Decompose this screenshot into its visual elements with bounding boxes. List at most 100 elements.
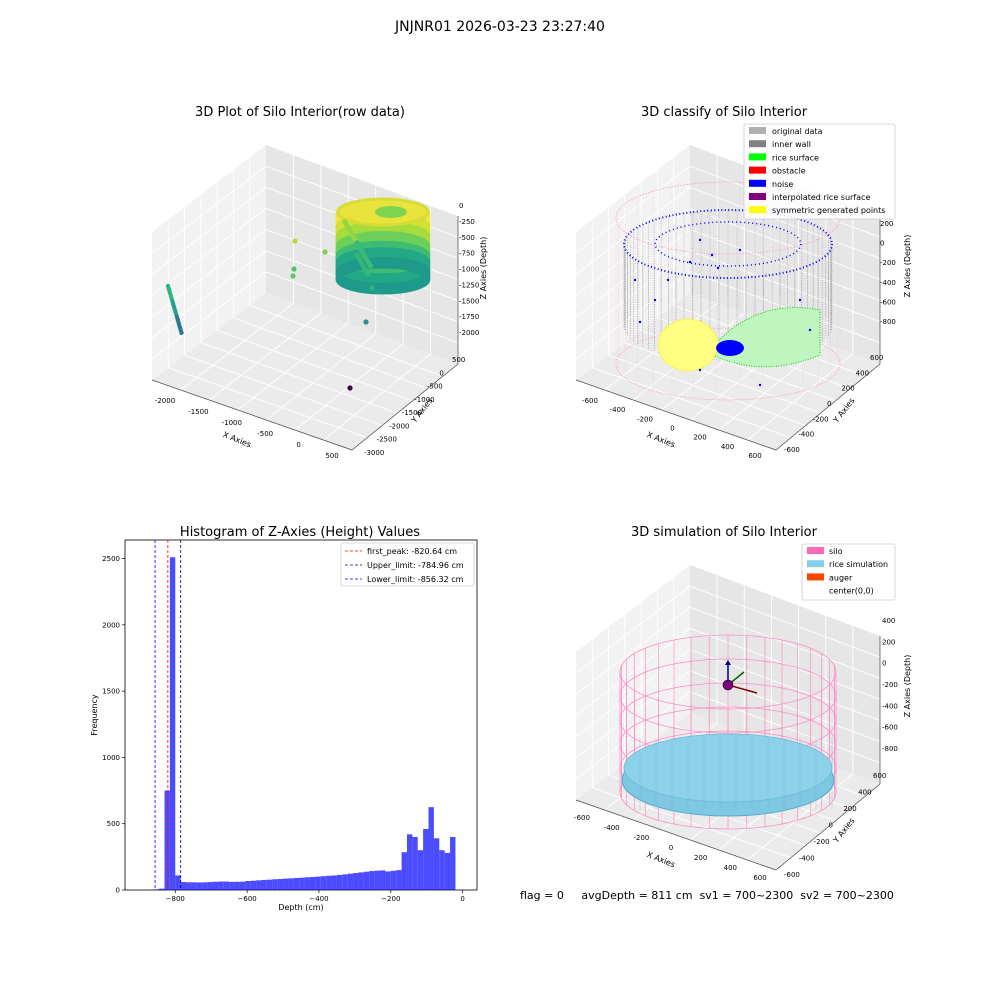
histogram-y-tick-label: 1000	[102, 754, 120, 762]
status-footer: flag = 0 avgDepth = 811 cm sv1 = 700~230…	[520, 889, 894, 902]
silo-wireframe-ring	[619, 658, 837, 734]
histogram-bar	[342, 874, 348, 890]
histogram-bar	[180, 882, 187, 890]
classify-z-ticks: 200 0 -200 -400 -600 -800	[880, 220, 896, 326]
raw-y-tick-label: -1000	[414, 396, 434, 404]
classify-z-tick-label: -800	[880, 318, 896, 326]
classify-z-tick-label: -400	[880, 279, 896, 287]
pane	[152, 293, 458, 450]
grid-line	[575, 250, 691, 339]
histogram-bar	[191, 882, 197, 890]
classify-x-tick-label: 400	[721, 443, 734, 451]
histogram-bar	[347, 873, 354, 890]
simulation-z-tick-label: 400	[882, 617, 895, 625]
classify-legend-label: obstacle	[772, 167, 806, 176]
grid-line	[689, 250, 881, 323]
classify-noise-point	[758, 383, 762, 387]
classify-x-tick-label: 200	[693, 434, 706, 442]
histogram-bar	[412, 836, 418, 890]
histogram-bar	[196, 882, 203, 890]
histogram-bar	[169, 557, 176, 890]
raw-3d-plot: 3D Plot of Silo Interior(row data) -2000…	[151, 105, 488, 460]
classify-y-tick-label: -600	[784, 446, 800, 454]
grid-line	[689, 186, 881, 259]
grid-line	[249, 305, 444, 377]
histogram-y-tick-label: 0	[116, 887, 120, 895]
histogram-bar	[358, 872, 364, 890]
histogram-bars	[153, 557, 456, 890]
classify-legend-label: inner wall	[772, 140, 811, 149]
classify-noise-point	[638, 320, 642, 324]
grid-line	[151, 250, 267, 339]
simulation-x-tick-label: -600	[574, 814, 590, 822]
classify-z-axis-label: Z Axies (Depth)	[903, 235, 912, 298]
raw-y-tick-label: -2000	[389, 422, 409, 430]
simulation-legend: silo rice simulation auger center(0,0)	[801, 543, 896, 601]
simulation-z-ticks: 400 200 0 -200 -400 -600 -800	[882, 617, 898, 753]
classify-y-tick-label: 400	[856, 369, 869, 377]
classify-noise-point	[738, 248, 742, 252]
raw-point-top-hole	[375, 206, 407, 218]
classify-noise-point	[688, 260, 692, 264]
histogram-title: Histogram of Z-Axies (Height) Values	[180, 525, 420, 540]
classify-noise-ring	[654, 221, 802, 267]
raw-plot-3d-box	[151, 145, 459, 451]
histogram-bar	[304, 877, 310, 890]
grid-line	[237, 323, 349, 411]
histogram-bar	[153, 889, 160, 890]
classify-legend-box	[743, 123, 896, 220]
histogram-y-tick-label: 500	[107, 820, 120, 828]
histogram-bar	[444, 852, 451, 890]
grid-line	[689, 585, 881, 658]
raw-z-tick-label: -250	[459, 218, 475, 226]
histogram-bar	[401, 852, 407, 890]
simulation-y-tick-label: 400	[858, 789, 871, 797]
raw-y-tick-label: 500	[452, 356, 465, 364]
histogram-bar	[309, 877, 316, 890]
classify-legend-label: interpolated rice surface	[772, 193, 870, 202]
classify-y-tick-label: -200	[813, 415, 829, 423]
classify-noise-point	[710, 253, 714, 257]
raw-x-axis-label: X Axies	[222, 430, 253, 449]
grid-line	[689, 606, 881, 679]
simulation-3d-plot: 3D simulation of Silo Interior -600-400-…	[574, 525, 912, 882]
classify-legend-label: noise	[772, 180, 793, 189]
histogram-bar	[239, 881, 246, 890]
simulation-legend-box	[801, 543, 896, 601]
raw-x-tick-label: -1500	[188, 408, 208, 416]
grid-line	[689, 628, 881, 700]
classify-legend-swatch	[749, 193, 766, 200]
histogram-bar	[293, 877, 300, 890]
grid-line	[575, 186, 691, 275]
simulation-z-tick-label: -200	[882, 681, 898, 689]
simulation-y-tick-label: -200	[814, 838, 830, 846]
histogram-bar	[450, 836, 456, 890]
classify-noise-ring	[623, 209, 833, 279]
raw-point-band	[335, 263, 431, 295]
raw-z-tick-label: 0	[459, 202, 463, 210]
raw-z-axis-label: Z Axies (Depth)	[479, 237, 488, 300]
histogram-legend: first_peak: -820.64 cm Upper_limit: -784.…	[340, 542, 475, 587]
histogram-bar	[277, 878, 284, 890]
classify-plot-title: 3D classify of Silo Interior	[641, 105, 808, 120]
histogram-bar	[213, 881, 219, 890]
histogram-legend-label: first_peak: -820.64 cm	[367, 547, 457, 556]
histogram-bar	[218, 881, 224, 890]
simulation-legend-label: auger	[829, 573, 853, 582]
raw-point	[367, 263, 374, 269]
simulation-y-tick-label: -400	[799, 855, 815, 863]
grid-line	[575, 229, 691, 317]
grid-line	[575, 165, 691, 254]
histogram-bar	[417, 850, 424, 890]
grid-line	[592, 787, 792, 859]
histogram-x-ticks: −800 −600 −400 −200 0	[166, 890, 465, 903]
histogram-x-tick-label: −200	[381, 895, 400, 903]
classify-x-tick-label: -400	[610, 406, 626, 414]
grid-line	[689, 649, 881, 721]
grid-line	[575, 628, 691, 716]
simulation-legend-label: silo	[829, 547, 843, 556]
simulation-x-tick-label: -200	[633, 834, 649, 842]
avg-depth-text: avgDepth = 811 cm	[581, 889, 693, 902]
histogram-legend-label: Lower_limit: -856.32 cm	[367, 575, 464, 584]
